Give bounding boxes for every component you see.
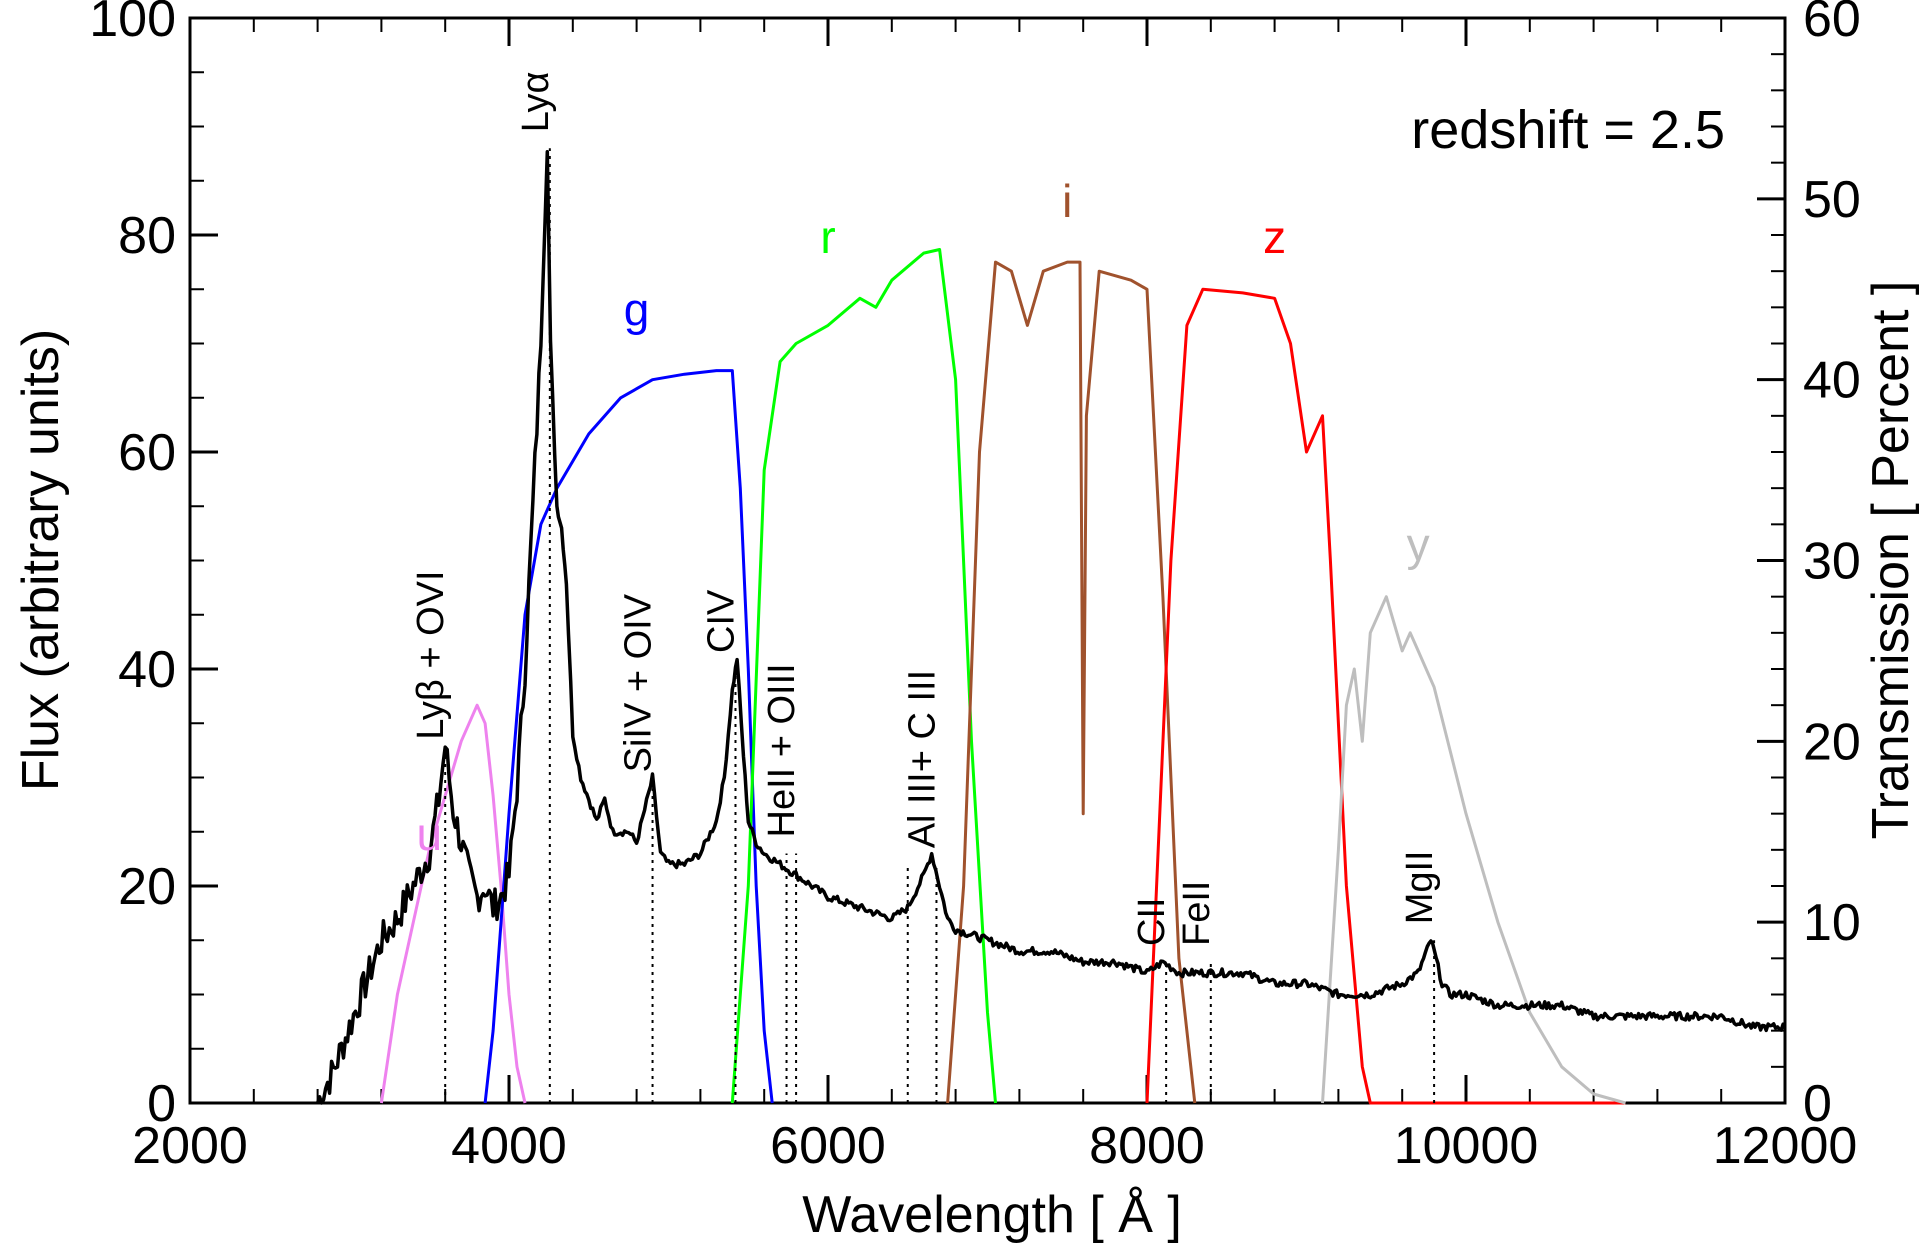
filter-u-curve [379, 703, 527, 1104]
emission-line-label: CIV [701, 589, 743, 653]
filter-r-curve [730, 248, 997, 1104]
emission-line-label: Lyα [515, 71, 557, 132]
y-tick-label: 40 [118, 641, 176, 699]
emission-line-label: HeII + OIII [761, 663, 803, 837]
filter-g-label: g [624, 283, 650, 335]
filter-curves [379, 248, 1626, 1105]
axes: 2000 4000 6000 8000 10000 1200002040608010001… [89, 0, 1861, 1175]
y-tick-label: 100 [89, 0, 176, 48]
x-tick-label: 10000 [1394, 1117, 1539, 1175]
y2-tick-label: 60 [1803, 0, 1861, 48]
y-tick-label: 20 [118, 858, 176, 916]
x-tick-label: 6000 [770, 1117, 886, 1175]
emission-line-label: SiIV + OIV [618, 593, 660, 772]
filter-y-curve [1321, 595, 1626, 1105]
x-tick-label: 12000 [1713, 1117, 1858, 1175]
y2-tick-label: 30 [1803, 533, 1861, 591]
x-tick-label: 8000 [1089, 1117, 1205, 1175]
y2-tick-label: 50 [1803, 171, 1861, 229]
filter-z-label: z [1263, 211, 1286, 263]
filter-y-label: y [1407, 519, 1430, 571]
x-axis-title: Wavelength [ Å ] [802, 1186, 1182, 1244]
y-tick-label: 80 [118, 207, 176, 265]
redshift-annotation: redshift = 2.5 [1411, 100, 1725, 160]
emission-line-markers [444, 148, 1436, 1103]
spectrum-line [315, 150, 1787, 1105]
y2-tick-label: 20 [1803, 713, 1861, 771]
emission-line-label: Lyβ + OVI [410, 570, 452, 739]
emission-line-label: Al III+ C III [902, 670, 944, 848]
x-tick-label: 4000 [451, 1117, 567, 1175]
y2-tick-label: 10 [1803, 894, 1861, 952]
filter-i-label: i [1062, 175, 1072, 227]
y-axis-title: Flux (arbitrary units) [12, 329, 70, 791]
labels: u g r i z y Lyβ + OVI Lyα SiIV + OIV CIV HeII + OI… [410, 71, 1441, 946]
emission-line-label: CII [1131, 897, 1173, 946]
filter-u-label: u [416, 808, 442, 860]
y2-axis-title: Transmission [ Percent ] [1862, 281, 1920, 840]
x-tick-label: 2000 [132, 1117, 248, 1175]
y2-tick-label: 0 [1803, 1075, 1832, 1133]
filter-r-label: r [820, 211, 835, 263]
y-tick-label: 60 [118, 424, 176, 482]
filter-g-curve [483, 369, 774, 1104]
y2-tick-label: 40 [1803, 352, 1861, 410]
filter-i-curve [946, 260, 1197, 1104]
spectrum [315, 150, 1787, 1105]
y-tick-label: 0 [147, 1075, 176, 1133]
emission-line-label: MgII [1399, 850, 1441, 924]
filter-z-curve [1145, 287, 1626, 1105]
emission-line-label: FeII [1176, 881, 1218, 946]
